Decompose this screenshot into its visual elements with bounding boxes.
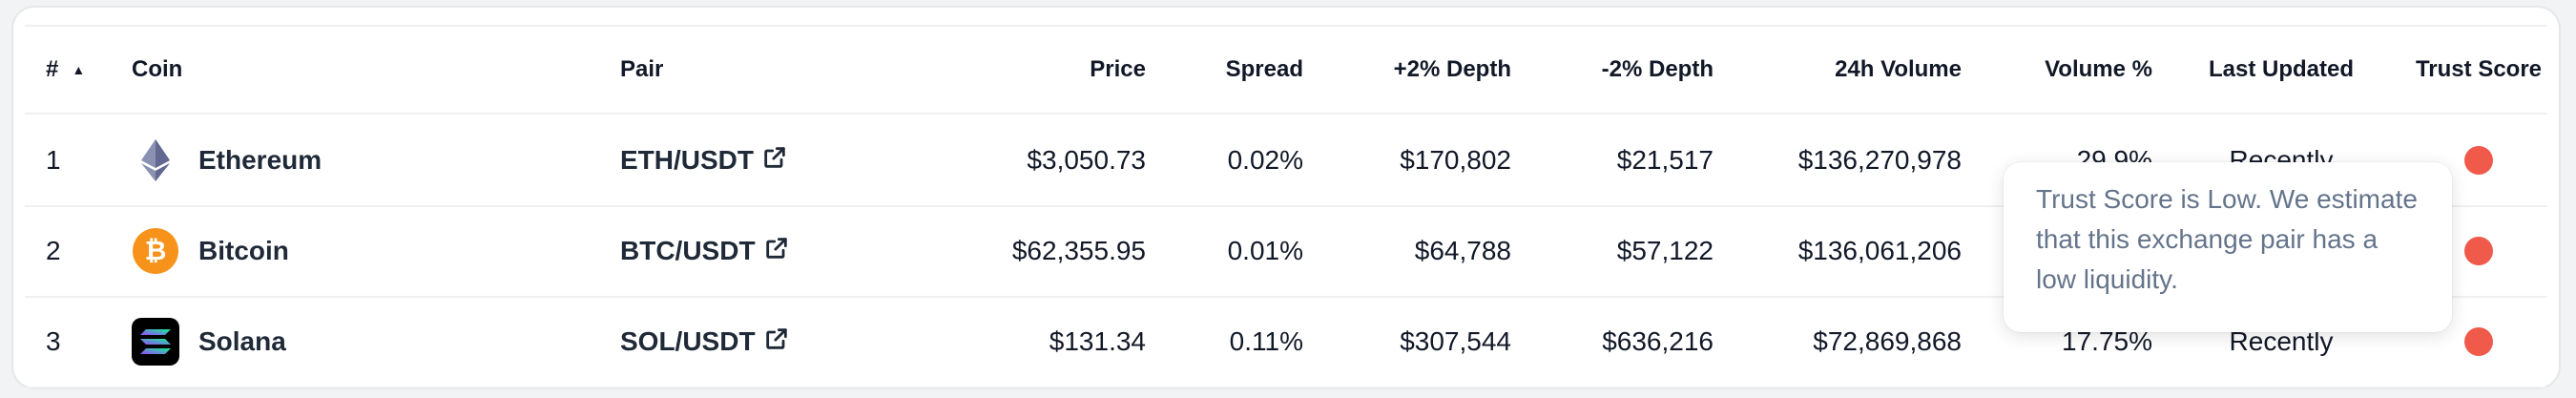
pair-link[interactable]: ETH/USDT xyxy=(620,115,788,205)
spread-cell: 0.11% xyxy=(1229,325,1303,356)
coin-cell[interactable]: Solana xyxy=(132,296,286,387)
volume-24h-cell: $72,869,868 xyxy=(1813,325,1962,356)
trust-score-cell[interactable] xyxy=(2410,205,2547,296)
volume-24h-cell: $136,061,206 xyxy=(1797,235,1962,265)
coin-name: Ethereum xyxy=(198,144,322,175)
depth-plus-column-header[interactable]: +2% Depth xyxy=(1393,56,1511,82)
rank-column-header[interactable]: # ▲ xyxy=(46,27,85,113)
bitcoin-icon: ₿ xyxy=(132,227,179,275)
trust-score-indicator xyxy=(2464,145,2493,175)
table-row: 3 xyxy=(25,296,2547,388)
trust-score-cell[interactable] xyxy=(2410,296,2547,387)
solana-icon xyxy=(132,317,179,366)
trust-score-tooltip: Trust Score is Low. We estimate that thi… xyxy=(2004,162,2452,332)
rank-cell: 1 xyxy=(46,144,61,175)
trust-score-indicator xyxy=(2464,326,2493,356)
pair-column-header[interactable]: Pair xyxy=(620,56,664,82)
pair-link[interactable]: SOL/USDT xyxy=(620,296,790,387)
rank-cell: 2 xyxy=(46,235,61,265)
coin-cell[interactable]: ₿ Bitcoin xyxy=(132,205,289,296)
depth-plus-cell: $170,802 xyxy=(1400,144,1511,175)
price-cell: $131.34 xyxy=(1049,325,1146,356)
trust-score-column-header[interactable]: Trust Score xyxy=(2415,56,2543,82)
price-column-header[interactable]: Price xyxy=(1090,56,1146,82)
pair-link[interactable]: BTC/USDT xyxy=(620,205,790,296)
rank-cell: 3 xyxy=(46,325,61,356)
markets-table: # ▲ Coin Pair Price Spread +2% Depth -2%… xyxy=(25,25,2547,389)
depth-plus-cell: $64,788 xyxy=(1414,235,1511,265)
last-updated-column-header[interactable]: Last Updated xyxy=(2208,56,2354,82)
external-link-icon xyxy=(763,325,790,357)
table-header-row: # ▲ Coin Pair Price Spread +2% Depth -2%… xyxy=(25,27,2547,115)
volume-24h-cell: $136,270,978 xyxy=(1797,144,1962,175)
price-cell: $62,355.95 xyxy=(1011,235,1146,265)
bitcoin-badge: ₿ xyxy=(133,227,178,274)
trust-score-indicator xyxy=(2464,236,2493,265)
depth-minus-cell: $636,216 xyxy=(1602,325,1714,356)
price-cell: $3,050.73 xyxy=(1027,144,1146,175)
external-link-icon xyxy=(761,144,788,176)
spread-cell: 0.02% xyxy=(1227,144,1303,175)
volume-pct-column-header[interactable]: Volume % xyxy=(2045,56,2152,82)
pair-label: BTC/USDT xyxy=(620,235,756,265)
volume-24h-column-header[interactable]: 24h Volume xyxy=(1835,56,1962,82)
coin-name: Bitcoin xyxy=(198,235,289,265)
depth-minus-cell: $57,122 xyxy=(1616,235,1714,265)
ethereum-icon xyxy=(132,136,179,184)
depth-plus-cell: $307,544 xyxy=(1400,325,1511,356)
coin-cell[interactable]: Ethereum xyxy=(132,115,322,205)
pair-label: SOL/USDT xyxy=(620,325,756,356)
spread-cell: 0.01% xyxy=(1227,235,1303,265)
external-link-icon xyxy=(763,235,790,266)
rank-header-label: # xyxy=(46,56,59,82)
coin-name: Solana xyxy=(198,325,286,356)
caret-up-icon: ▲ xyxy=(72,62,86,77)
depth-minus-cell: $21,517 xyxy=(1616,144,1714,175)
trust-score-cell[interactable] xyxy=(2410,115,2547,205)
solana-badge xyxy=(132,317,179,366)
coin-column-header[interactable]: Coin xyxy=(132,56,183,82)
table-row: 2 ₿ Bitcoin BTC/USDT $62,355.95 0.01% $6… xyxy=(25,205,2547,298)
depth-minus-column-header[interactable]: -2% Depth xyxy=(1601,56,1714,82)
pair-label: ETH/USDT xyxy=(620,144,754,175)
spread-column-header[interactable]: Spread xyxy=(1225,56,1303,82)
